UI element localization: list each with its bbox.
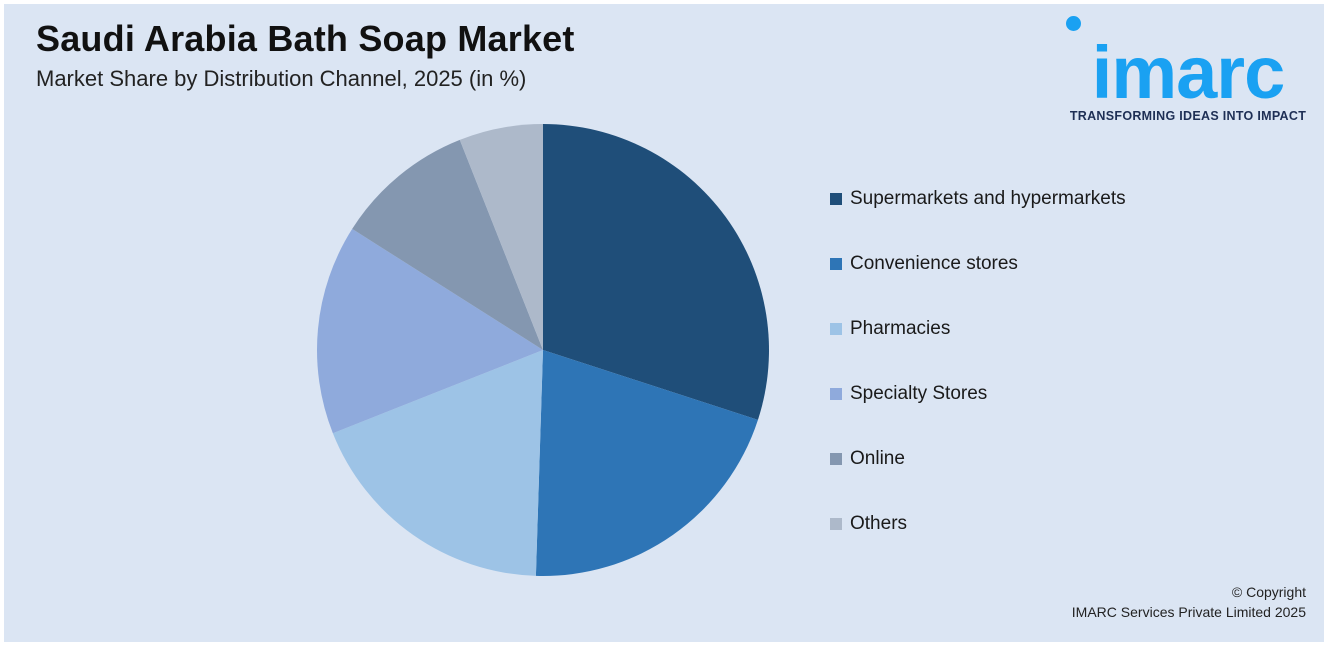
legend-swatch: [830, 258, 842, 270]
imarc-logo: imarc TRANSFORMING IDEAS INTO IMPACT: [1060, 14, 1316, 126]
chart-subtitle: Market Share by Distribution Channel, 20…: [36, 66, 527, 91]
chart-title: Saudi Arabia Bath Soap Market: [36, 18, 575, 59]
legend-label: Convenience stores: [850, 253, 1018, 274]
legend-label: Pharmacies: [850, 318, 951, 339]
legend-item: Online: [830, 445, 905, 473]
pie-slice-specialty-stores: [317, 228, 543, 434]
legend-swatch: [830, 323, 842, 335]
copyright-line-2: IMARC Services Private Limited 2025: [1071, 604, 1306, 620]
pie-slice-online: [352, 139, 543, 350]
pie-slice-supermarkets-and-hypermarkets: [543, 124, 769, 420]
copyright-notice: © Copyright IMARC Services Private Limit…: [1072, 582, 1306, 622]
legend-swatch: [830, 193, 842, 205]
legend-label: Online: [850, 448, 905, 469]
legend-item: Convenience stores: [830, 250, 1018, 278]
logo-dot-icon: [1066, 16, 1081, 31]
pie-slice-convenience-stores: [535, 350, 758, 577]
logo-wordmark: imarc: [1091, 31, 1285, 114]
pie-slice-others: [459, 124, 543, 350]
legend-item: Pharmacies: [830, 315, 950, 343]
pie-slice-pharmacies: [332, 350, 543, 576]
legend-label: Specialty Stores: [850, 383, 988, 404]
legend-swatch: [830, 388, 842, 400]
logo-tagline: TRANSFORMING IDEAS INTO IMPACT: [1069, 109, 1307, 123]
copyright-line-1: © Copyright: [1231, 584, 1306, 600]
legend-label: Supermarkets and hypermarkets: [850, 188, 1126, 209]
legend-label: Others: [850, 513, 908, 534]
legend-item: Others: [830, 510, 907, 538]
legend-item: Specialty Stores: [830, 380, 987, 408]
legend-swatch: [830, 453, 842, 465]
legend-item: Supermarkets and hypermarkets: [830, 185, 1126, 213]
legend-swatch: [830, 518, 842, 530]
